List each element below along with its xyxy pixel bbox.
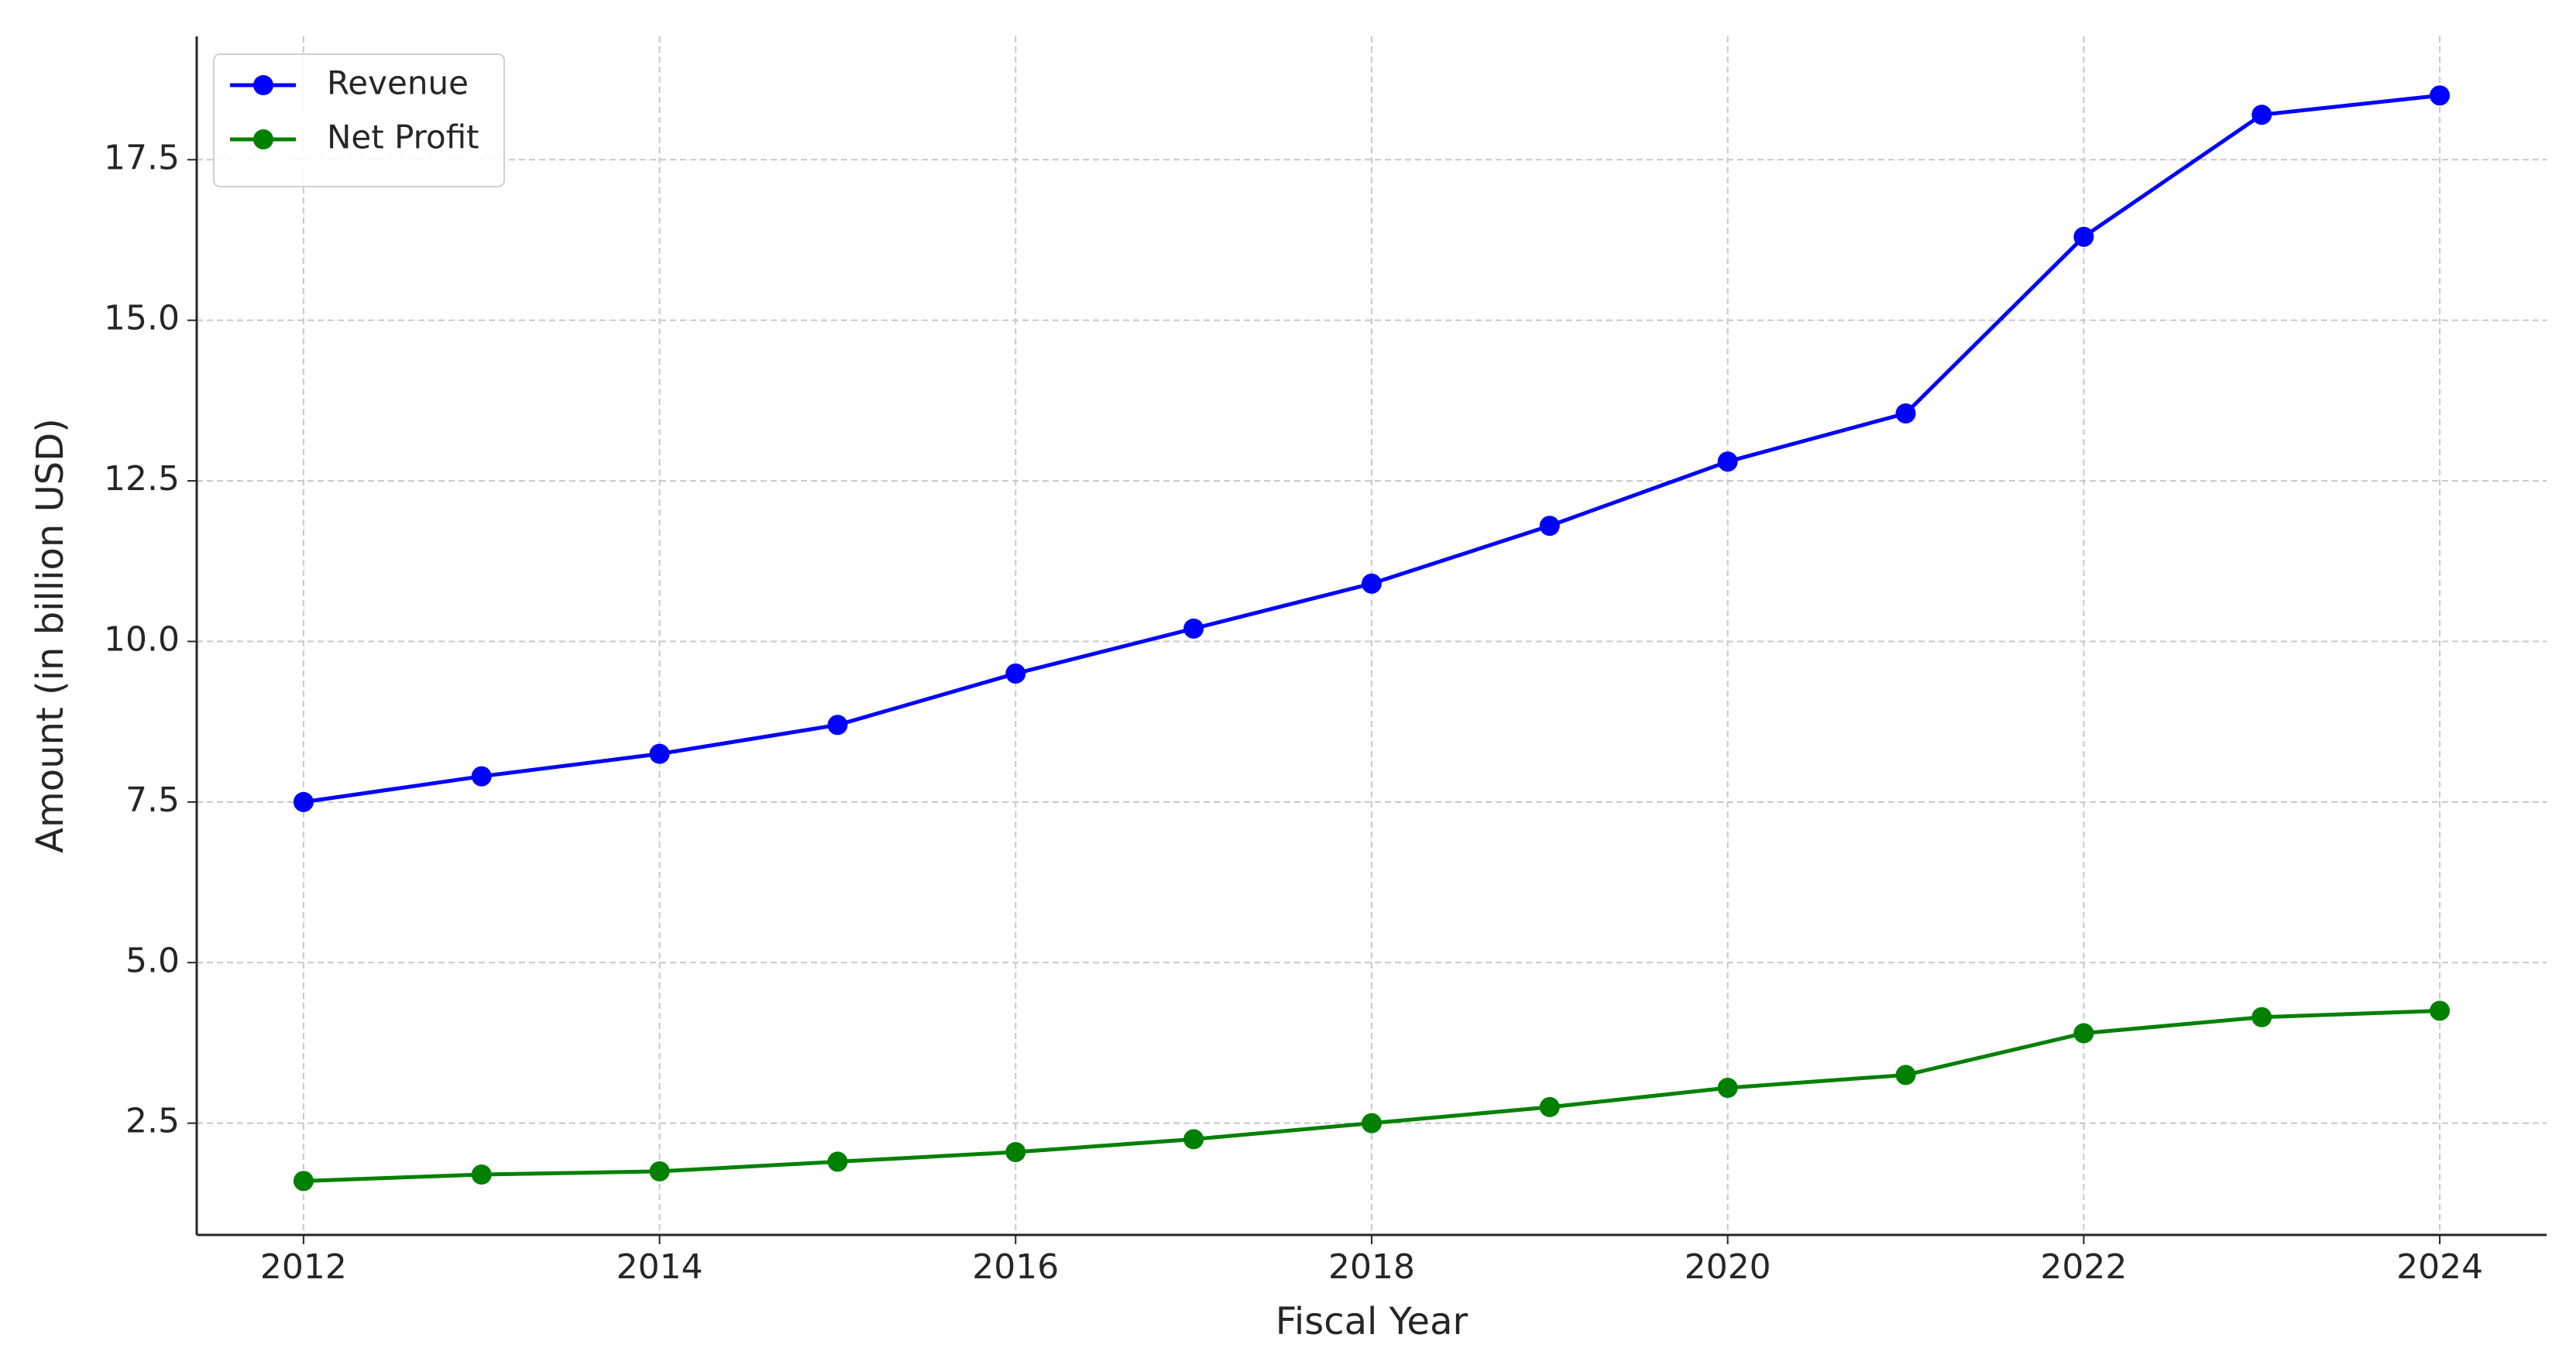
x-tick-label: 2012 bbox=[260, 1247, 347, 1287]
data-point bbox=[1183, 618, 1204, 639]
y-tick-label: 5.0 bbox=[125, 941, 180, 980]
data-point bbox=[471, 766, 492, 787]
x-tick-label: 2020 bbox=[1685, 1247, 1771, 1287]
legend-label: Revenue bbox=[327, 64, 469, 102]
y-tick-label: 2.5 bbox=[125, 1102, 180, 1141]
data-point bbox=[1539, 1096, 1560, 1117]
data-point bbox=[1717, 1078, 1738, 1099]
data-point bbox=[2430, 1000, 2451, 1021]
data-point bbox=[1005, 1141, 1026, 1162]
data-point bbox=[2073, 226, 2094, 247]
x-tick-label: 2014 bbox=[617, 1247, 703, 1287]
x-tick-label: 2016 bbox=[972, 1247, 1059, 1287]
data-point bbox=[1183, 1129, 1204, 1150]
y-tick-label: 17.5 bbox=[104, 138, 180, 177]
data-point bbox=[1362, 1113, 1382, 1133]
data-point bbox=[1005, 663, 1026, 684]
data-point bbox=[827, 1151, 848, 1172]
y-tick-label: 10.0 bbox=[104, 619, 180, 659]
legend-label: Net Profit bbox=[327, 118, 479, 156]
data-point bbox=[1539, 516, 1560, 537]
y-axis-label: Amount (in billion USD) bbox=[29, 418, 72, 853]
legend-box bbox=[213, 53, 505, 187]
data-point bbox=[2251, 105, 2272, 125]
data-point bbox=[649, 743, 670, 764]
data-point bbox=[1717, 451, 1738, 472]
x-tick-label: 2018 bbox=[1328, 1247, 1415, 1287]
y-tick-label: 15.0 bbox=[104, 299, 180, 338]
y-tick-label: 12.5 bbox=[104, 459, 180, 499]
data-point bbox=[649, 1161, 670, 1182]
x-tick-label: 2024 bbox=[2396, 1247, 2483, 1287]
data-point bbox=[293, 1171, 314, 1192]
legend-marker bbox=[253, 75, 273, 95]
data-point bbox=[1895, 403, 1916, 424]
legend: Revenue Net Profit bbox=[213, 53, 505, 187]
data-point bbox=[1895, 1065, 1916, 1085]
x-axis-label: Fiscal Year bbox=[1276, 1300, 1468, 1343]
data-point bbox=[471, 1164, 492, 1185]
data-point bbox=[2251, 1007, 2272, 1027]
data-point bbox=[293, 791, 314, 812]
data-point bbox=[2430, 85, 2451, 106]
legend-marker bbox=[253, 129, 273, 149]
y-tick-label: 7.5 bbox=[125, 780, 180, 820]
data-point bbox=[1362, 573, 1382, 594]
data-point bbox=[2073, 1023, 2094, 1044]
x-tick-label: 2022 bbox=[2040, 1247, 2127, 1287]
data-point bbox=[827, 715, 848, 736]
